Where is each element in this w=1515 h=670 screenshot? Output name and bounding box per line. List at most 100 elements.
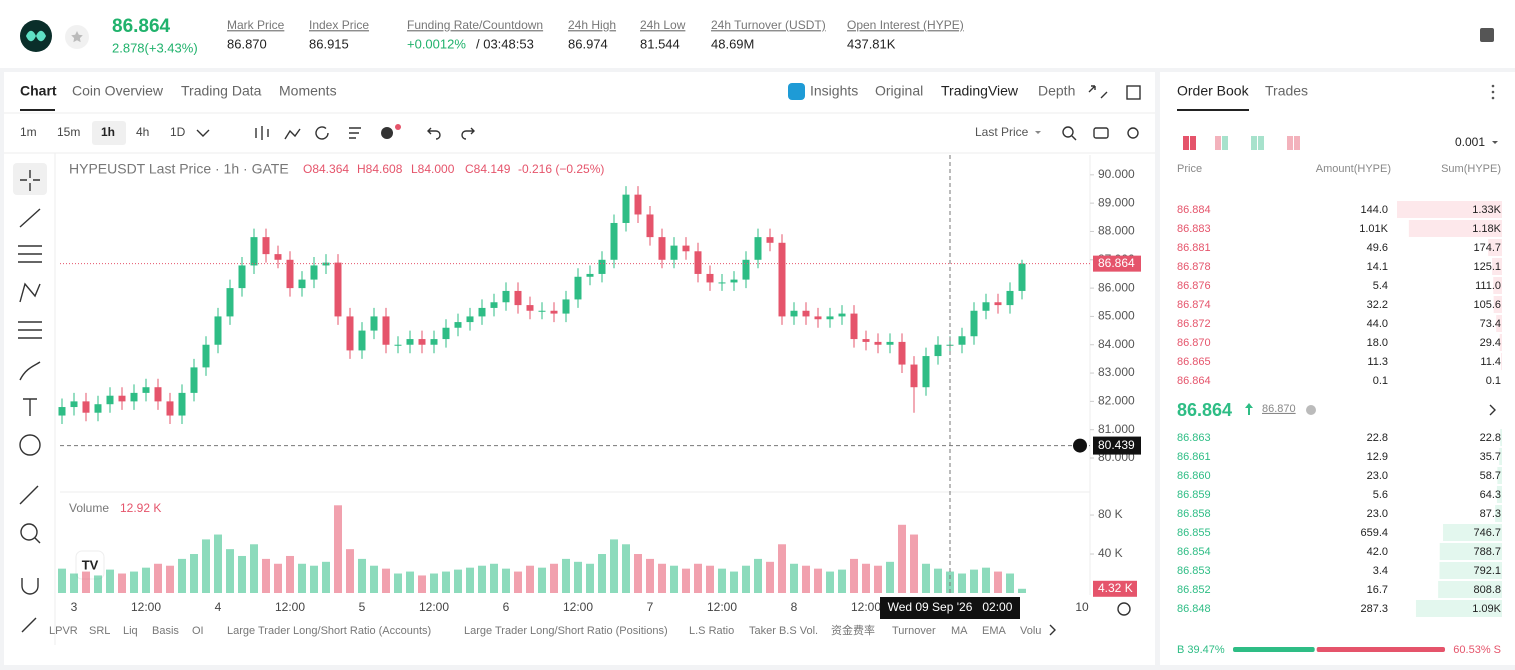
ob-sum: 58.7 <box>1480 470 1501 482</box>
candle-body <box>574 276 582 300</box>
ob-amount: 659.4 <box>1360 527 1388 539</box>
y-tick-label: 88.000 <box>1098 224 1135 238</box>
tab-underline <box>20 109 55 111</box>
ob-tab[interactable]: Trades <box>1265 83 1308 99</box>
indicator[interactable]: Taker B.S Vol. <box>749 625 818 637</box>
volume-bar <box>910 534 918 593</box>
volume-bar <box>178 558 186 593</box>
view-tab[interactable]: Depth <box>1038 83 1075 99</box>
header-bar <box>0 0 1515 68</box>
indicator[interactable]: Basis <box>152 625 179 637</box>
ob-header: Price <box>1177 163 1202 175</box>
last-price-label: 86.864 <box>1098 256 1135 270</box>
indicator[interactable]: MA <box>951 625 968 637</box>
ohlc-legend: O84.364 <box>303 162 349 176</box>
indicator[interactable]: Volu <box>1020 625 1041 637</box>
view-tab[interactable]: TradingView <box>941 83 1019 99</box>
indicator[interactable]: EMA <box>982 625 1007 637</box>
volume-bar <box>802 565 810 593</box>
candle-body <box>238 265 246 289</box>
indicator[interactable]: Large Trader Long/Short Ratio (Positions… <box>464 625 668 637</box>
interval[interactable]: 1D <box>170 125 186 139</box>
y-tick-label: 84.000 <box>1098 337 1135 351</box>
header-icon[interactable] <box>1480 28 1494 42</box>
candle-body <box>778 242 786 317</box>
volume-bar <box>154 563 162 593</box>
indicator[interactable]: L.S Ratio <box>689 625 734 637</box>
crosshair-time-box <box>880 597 1020 619</box>
crosshair-price: 80.439 <box>1098 438 1135 452</box>
candle-body <box>934 344 942 357</box>
y-tick-label: 86.000 <box>1098 280 1135 294</box>
stat-label: Funding Rate/Countdown <box>407 18 543 32</box>
interval-selected-bg <box>92 121 126 145</box>
interval[interactable]: 1m <box>20 125 37 139</box>
ob-sum: 111.0 <box>1475 280 1501 292</box>
interval[interactable]: 15m <box>57 125 80 139</box>
volume-bar <box>634 554 642 593</box>
indicator[interactable]: Large Trader Long/Short Ratio (Accounts) <box>227 625 431 637</box>
depth-bar <box>1500 429 1502 446</box>
ob-price: 86.858 <box>1177 508 1211 520</box>
chart-title: HYPEUSDT Last Price · 1h · GATE <box>69 161 289 177</box>
interval[interactable]: 1h <box>101 125 115 139</box>
candle-body <box>598 259 606 274</box>
candle-body <box>898 341 906 365</box>
ob-sum: 1.33K <box>1472 204 1501 216</box>
volume-bar <box>670 565 678 593</box>
x-tick-label: 12:00 <box>275 600 305 614</box>
tab[interactable]: Coin Overview <box>72 83 164 99</box>
candle-body <box>958 336 966 345</box>
ob-amount: 22.8 <box>1367 432 1388 444</box>
candle-body <box>154 387 162 402</box>
ob-tab-underline <box>1177 109 1249 111</box>
ob-price: 86.855 <box>1177 527 1211 539</box>
ob-amount: 287.3 <box>1360 603 1388 615</box>
x-tick-label: 6 <box>503 600 510 614</box>
y-tick-label: 82.000 <box>1098 394 1135 408</box>
view-tab[interactable]: Insights <box>810 83 858 99</box>
view-tab[interactable]: Original <box>875 83 923 99</box>
indicator[interactable]: SRL <box>89 625 110 637</box>
candle-body <box>874 341 882 345</box>
stat-value: 437.81K <box>847 36 896 51</box>
ob-price: 86.859 <box>1177 489 1211 501</box>
ob-price: 86.854 <box>1177 546 1211 558</box>
candle-body <box>982 302 990 311</box>
candle-body <box>106 395 114 405</box>
tab[interactable]: Trading Data <box>181 83 262 99</box>
candle-body <box>142 387 150 393</box>
ob-sum: 29.4 <box>1480 337 1501 349</box>
candle-body <box>70 401 78 408</box>
ob-tab[interactable]: Order Book <box>1177 83 1250 99</box>
x-tick-label: 12:00 <box>707 600 737 614</box>
sell-ratio: 60.53% S <box>1453 644 1501 656</box>
up-arrow <box>1245 403 1253 415</box>
candle-body <box>886 341 894 345</box>
candle-body <box>214 316 222 345</box>
precision[interactable]: 0.001 <box>1455 135 1485 149</box>
ob-sum: 105.6 <box>1473 299 1501 311</box>
tab[interactable]: Chart <box>20 83 57 99</box>
indicator[interactable]: 资金费率 <box>831 623 875 637</box>
indicator[interactable]: OI <box>192 625 204 637</box>
volume-bar <box>82 571 90 593</box>
ob-header: Amount(HYPE) <box>1316 163 1391 175</box>
candle-body <box>586 273 594 277</box>
mid-price: 86.864 <box>1177 400 1232 420</box>
indicator[interactable]: LPVR <box>49 625 78 637</box>
tab[interactable]: Moments <box>279 83 337 99</box>
interval[interactable]: 4h <box>136 125 149 139</box>
price-type[interactable]: Last Price <box>975 125 1029 139</box>
ohlc-legend: -0.216 (−0.25%) <box>518 162 604 176</box>
crosshair-plus <box>1073 438 1087 453</box>
indicator[interactable]: Turnover <box>892 625 936 637</box>
volume-bar <box>526 565 534 593</box>
indicator[interactable]: Liq <box>123 625 138 637</box>
ob-amount: 16.7 <box>1367 584 1388 596</box>
ob-price: 86.860 <box>1177 470 1211 482</box>
volume-bar <box>58 568 66 593</box>
candle-body <box>646 214 654 238</box>
ob-price: 86.884 <box>1177 204 1211 216</box>
